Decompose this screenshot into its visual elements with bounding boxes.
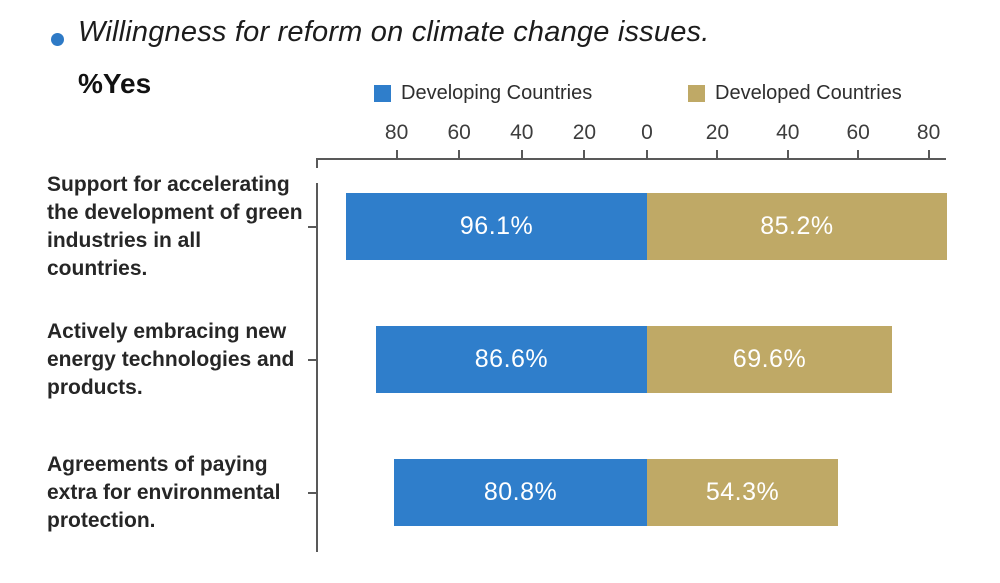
legend-item-developed: Developed Countries [688, 82, 902, 105]
bar-value-label: 86.6% [474, 345, 549, 373]
axis-tick-label: 80 [384, 121, 409, 144]
bar-developed: 54.3% [647, 459, 839, 526]
axis-tick [786, 150, 789, 158]
category-axis-tick [308, 358, 316, 361]
legend-item-developing: Developing Countries [374, 82, 592, 105]
bar-developing: 80.8% [394, 459, 647, 526]
axis-tick [583, 150, 586, 158]
bar-developing: 86.6% [375, 326, 647, 393]
legend-swatch-developing-icon [374, 85, 391, 102]
category-axis-tick [308, 491, 316, 494]
axis-tick [520, 150, 523, 158]
axis-tick-label: 0 [641, 121, 653, 144]
value-axis-line [316, 158, 946, 160]
bar-developed: 85.2% [647, 193, 947, 260]
axis-tick [857, 150, 860, 158]
bar-value-label: 80.8% [483, 478, 558, 506]
bar-value-label: 54.3% [705, 478, 780, 506]
bar-value-label: 96.1% [459, 212, 534, 240]
axis-tick [395, 150, 398, 158]
bar-value-label: 85.2% [760, 212, 834, 240]
axis-tick [646, 150, 648, 158]
category-axis-line [316, 183, 318, 552]
axis-tick [458, 150, 461, 158]
axis-tick [927, 150, 930, 158]
legend-label-developing: Developing Countries [401, 82, 593, 104]
bar-value-label: 69.6% [732, 345, 807, 373]
bar-developed: 69.6% [647, 326, 892, 393]
category-label: Support for accelerating the development… [47, 172, 303, 280]
axis-tick-label: 40 [776, 121, 800, 144]
axis-tick-label: 20 [705, 121, 730, 144]
title-bullet-icon [51, 33, 64, 46]
chart-title: Willingness for reform on climate change… [78, 16, 710, 48]
axis-unit-label: %Yes [78, 68, 152, 99]
axis-tick-label: 40 [510, 121, 534, 144]
category-label: Agreements of paying extra for environme… [47, 452, 281, 532]
axis-tick-label: 60 [846, 121, 870, 144]
category-label: Actively embracing new energy technologi… [47, 319, 295, 399]
legend-label-developed: Developed Countries [715, 82, 902, 104]
axis-tick-label: 20 [572, 121, 597, 144]
axis-tick [716, 150, 719, 158]
axis-tick-label: 60 [447, 121, 471, 144]
value-axis-end-stub [316, 158, 318, 168]
category-axis-tick [308, 225, 316, 228]
bar-developing: 96.1% [346, 193, 647, 260]
axis-tick-label: 80 [916, 121, 941, 144]
legend-swatch-developed-icon [688, 85, 705, 102]
